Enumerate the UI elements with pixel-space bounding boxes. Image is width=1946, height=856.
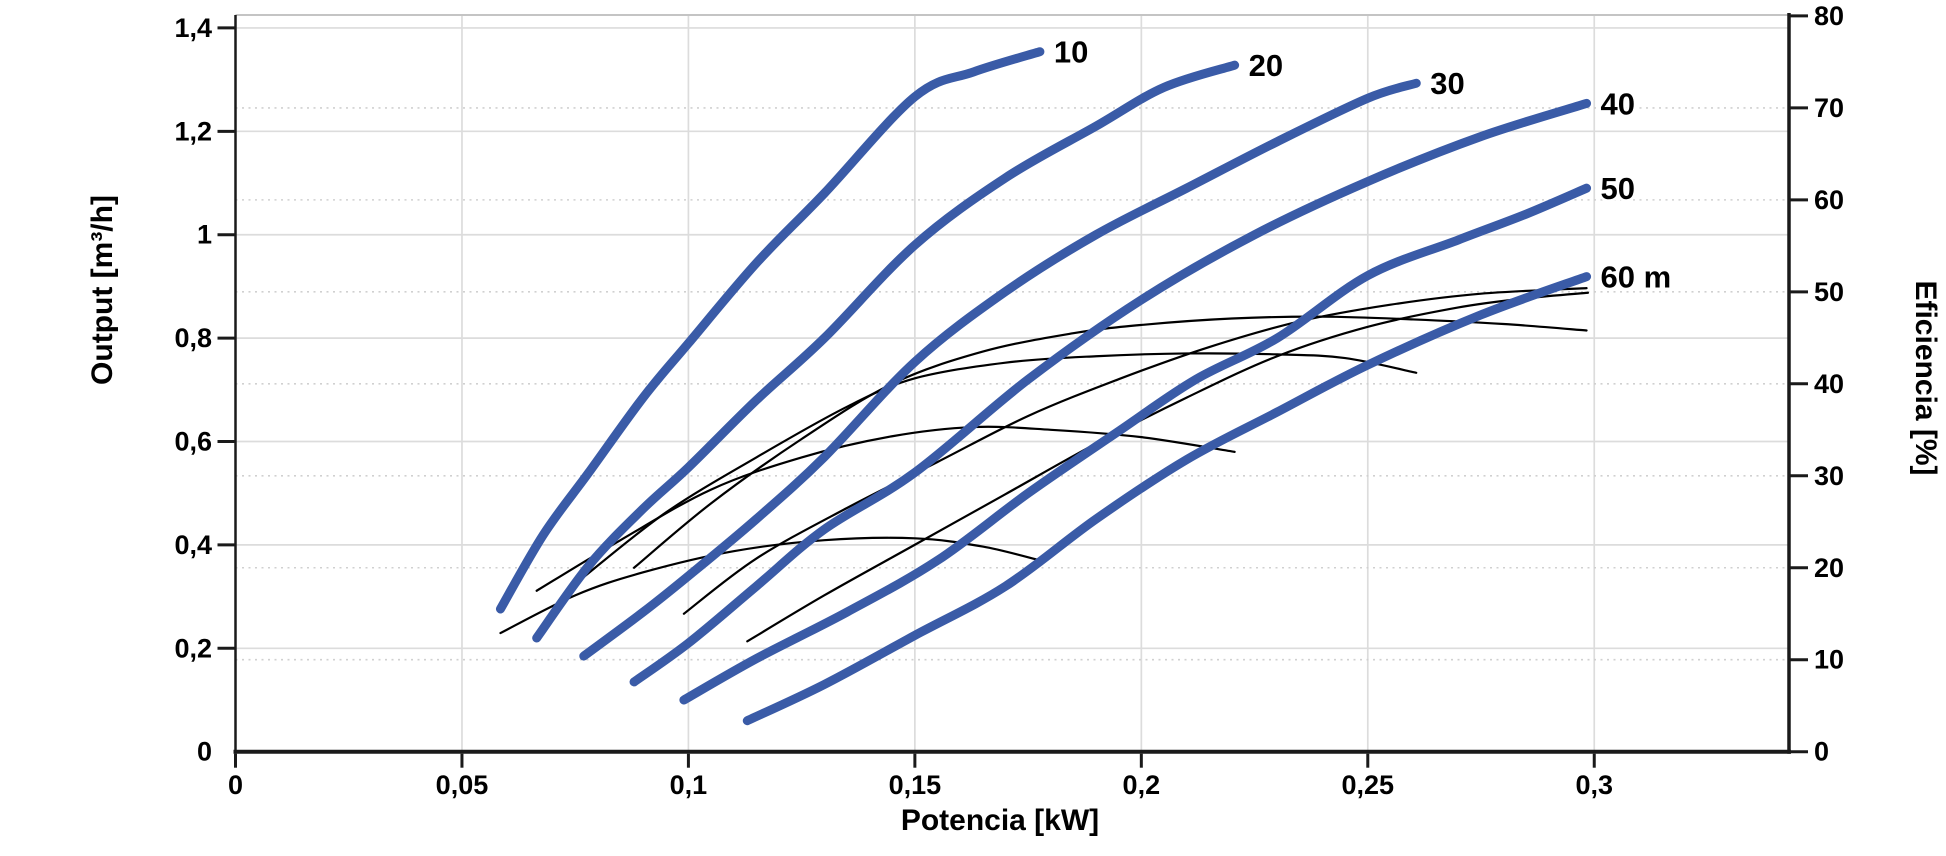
curve-label-head-30: 30 <box>1430 66 1464 101</box>
y-right-tick-label: 80 <box>1814 1 1844 31</box>
y-right-tick-label: 50 <box>1814 277 1844 307</box>
x-tick-label: 0,2 <box>1123 770 1161 800</box>
curve-head-10m-output <box>495 47 1045 614</box>
y-right-tick-label: 60 <box>1814 185 1844 215</box>
curve-head-60m-output <box>742 272 1592 726</box>
x-tick-label: 0,25 <box>1342 770 1395 800</box>
y-right-tick-label: 0 <box>1814 737 1829 767</box>
y-left-tick-label: 0 <box>197 737 212 767</box>
curve-label-head-20: 20 <box>1249 48 1283 83</box>
y-left-tick-label: 1,2 <box>174 116 212 146</box>
y-right-tick-label: 40 <box>1814 369 1844 399</box>
y-right-axis-title: Eficiencia [%] <box>1909 280 1942 475</box>
y-right-tick-label: 70 <box>1814 93 1844 123</box>
curve-label-head-50: 50 <box>1601 171 1635 206</box>
y-left-tick-label: 1 <box>197 220 212 250</box>
x-tick-label: 0,3 <box>1575 770 1613 800</box>
y-left-tick-label: 0,4 <box>174 530 212 560</box>
x-tick-label: 0,15 <box>889 770 942 800</box>
curve-label-head-60: 60 m <box>1601 260 1672 295</box>
curve-label-head-40: 40 <box>1601 86 1635 121</box>
ticks-and-labels: 0 0,05 0,1 0,15 0,2 0,25 0,3 0 0,2 0,4 0,6 0,8 1 1,2 1… <box>174 1 1844 800</box>
y-right-tick-label: 20 <box>1814 553 1844 583</box>
curve-head-20m-output <box>532 60 1240 643</box>
curve-head-60m-efficiency <box>746 291 1590 643</box>
y-left-tick-label: 1,4 <box>174 13 212 43</box>
curve-head-40m-output <box>629 98 1592 687</box>
x-tick-label: 0 <box>228 770 243 800</box>
curve-head-30m-efficiency <box>582 352 1418 579</box>
y-left-tick-label: 0,8 <box>174 323 212 353</box>
y-right-tick-label: 30 <box>1814 461 1844 491</box>
curve-head-50m-output <box>679 183 1592 705</box>
curve-head-50m-efficiency <box>682 287 1588 615</box>
curves <box>495 47 1592 726</box>
y-left-tick-label: 0,6 <box>174 427 212 457</box>
curve-labels: 10 20 30 40 50 60 m <box>1051 32 1673 297</box>
curve-label-head-10: 10 <box>1054 35 1088 70</box>
curve-head-30m-output <box>579 78 1421 661</box>
x-axis-title: Potencia [kW] <box>901 804 1099 837</box>
x-tick-label: 0,1 <box>670 770 708 800</box>
axes-frame <box>233 13 1791 754</box>
x-tick-label: 0,05 <box>436 770 489 800</box>
axis-titles: Potencia [kW] Output [m³/h] Eficiencia [%] <box>86 195 1942 837</box>
y-right-tick-label: 10 <box>1814 645 1844 675</box>
y-left-tick-label: 0,2 <box>174 633 212 663</box>
y-left-axis-title: Output [m³/h] <box>86 195 119 385</box>
